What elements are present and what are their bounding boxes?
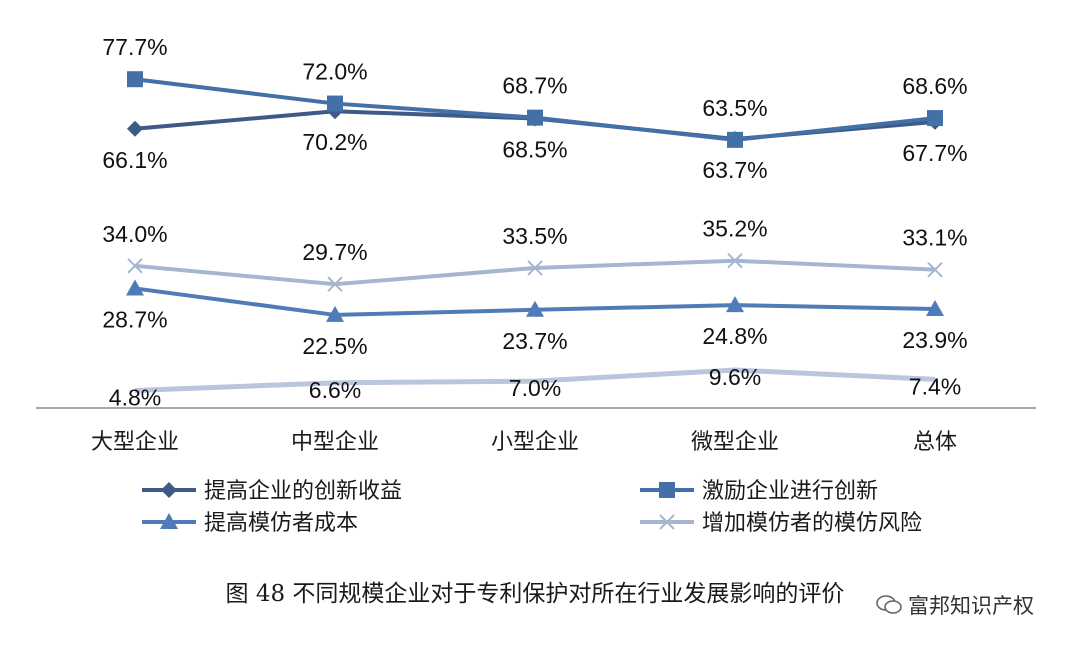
data-point bbox=[927, 110, 943, 127]
data-point bbox=[526, 300, 544, 317]
legend-label: 提高企业的创新收益 bbox=[204, 479, 402, 504]
data-label: 68.5% bbox=[502, 137, 567, 163]
data-label: 7.0% bbox=[509, 375, 561, 401]
legend-item: 增加模仿者的模仿风险 bbox=[640, 511, 922, 536]
data-label: 24.8% bbox=[702, 323, 767, 349]
series-2 bbox=[126, 279, 944, 322]
data-point bbox=[327, 95, 343, 112]
data-label: 77.7% bbox=[102, 34, 167, 60]
data-point bbox=[926, 299, 944, 316]
legend-marker bbox=[161, 482, 177, 498]
x-tick-label: 微型企业 bbox=[691, 430, 779, 455]
data-label: 28.7% bbox=[102, 306, 167, 332]
data-label: 33.1% bbox=[902, 225, 967, 251]
data-point bbox=[727, 252, 743, 269]
data-label: 9.6% bbox=[709, 364, 761, 390]
legend-item: 提高企业的创新收益 bbox=[142, 479, 402, 504]
legend-marker bbox=[160, 513, 178, 529]
legend-marker bbox=[659, 482, 675, 498]
x-tick-label: 总体 bbox=[913, 430, 957, 455]
data-label: 63.5% bbox=[702, 95, 767, 121]
series-3 bbox=[127, 252, 943, 292]
data-label: 63.7% bbox=[702, 157, 767, 183]
series-1 bbox=[127, 71, 943, 148]
data-label: 23.7% bbox=[502, 328, 567, 354]
series-line bbox=[134, 258, 936, 287]
data-label: 7.4% bbox=[909, 373, 961, 399]
data-label: 33.5% bbox=[502, 223, 567, 249]
legend-label: 激励企业进行创新 bbox=[702, 479, 878, 504]
data-point bbox=[127, 120, 143, 137]
x-tick-label: 小型企业 bbox=[491, 430, 579, 455]
legend-marker bbox=[659, 514, 675, 530]
data-label: 67.7% bbox=[902, 140, 967, 166]
data-point bbox=[327, 276, 343, 292]
chat-bubble-icon bbox=[876, 595, 902, 614]
data-label: 35.2% bbox=[702, 216, 767, 242]
data-label: 72.0% bbox=[302, 59, 367, 85]
series-line bbox=[134, 367, 936, 394]
data-label: 4.8% bbox=[109, 385, 161, 411]
data-point bbox=[127, 71, 143, 88]
x-tick-label: 大型企业 bbox=[91, 430, 179, 455]
legend-label: 提高模仿者成本 bbox=[204, 511, 358, 536]
data-label: 22.5% bbox=[302, 333, 367, 359]
legend-label: 增加模仿者的模仿风险 bbox=[702, 511, 922, 536]
watermark-text: 富邦知识产权 bbox=[908, 594, 1034, 618]
watermark: 富邦知识产权 bbox=[876, 590, 1034, 620]
data-point bbox=[726, 296, 744, 313]
series-4 bbox=[134, 367, 936, 394]
data-point bbox=[126, 279, 144, 296]
x-tick-label: 中型企业 bbox=[291, 430, 379, 455]
data-point bbox=[326, 305, 344, 322]
legend-item: 提高模仿者成本 bbox=[142, 511, 358, 536]
data-label: 68.6% bbox=[902, 73, 967, 99]
data-label: 70.2% bbox=[302, 129, 367, 155]
data-point bbox=[127, 258, 143, 274]
data-label: 68.7% bbox=[502, 73, 567, 99]
data-label: 23.9% bbox=[902, 327, 967, 353]
data-point bbox=[527, 260, 543, 276]
data-label: 6.6% bbox=[309, 377, 361, 403]
data-label: 66.1% bbox=[102, 147, 167, 173]
line-chart: 大型企业 中型企业 小型企业 微型企业 总体 66.1% 70.2% 68.5% 63.7% 67… bbox=[36, 34, 1036, 536]
data-label: 34.0% bbox=[102, 221, 167, 247]
data-label: 29.7% bbox=[302, 239, 367, 265]
figure-caption: 图 48 不同规模企业对于专利保护对所在行业发展影响的评价 bbox=[225, 581, 845, 607]
data-point bbox=[927, 261, 943, 278]
data-point bbox=[727, 131, 743, 148]
data-point bbox=[527, 109, 543, 126]
legend-item: 激励企业进行创新 bbox=[640, 479, 878, 504]
